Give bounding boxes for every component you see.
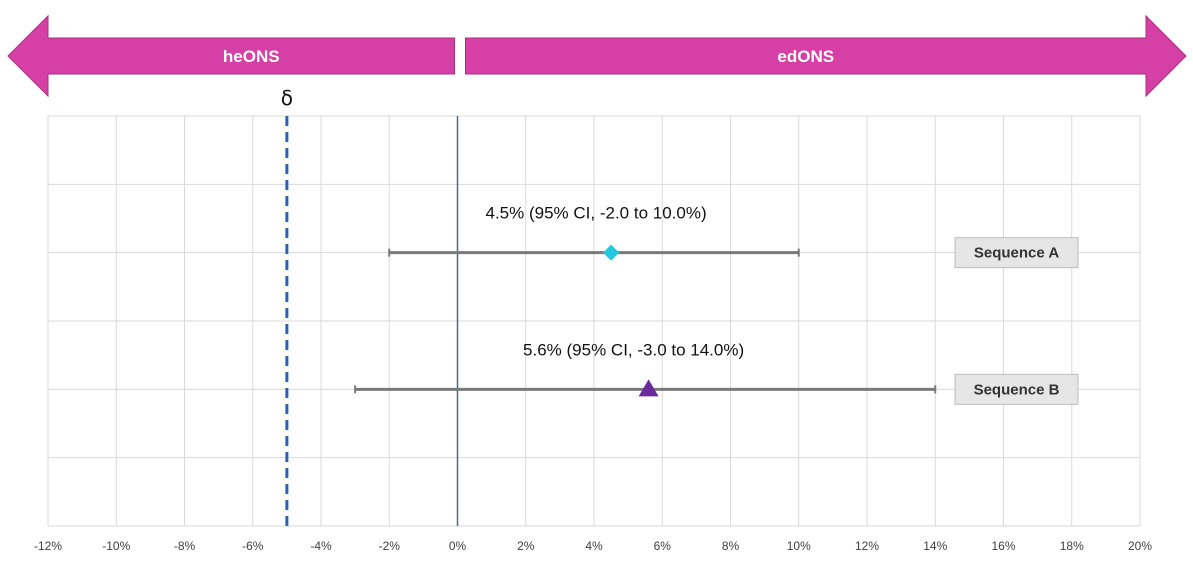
arrow-label-heons: heONS bbox=[223, 47, 280, 66]
series-label: Sequence B bbox=[974, 381, 1060, 398]
direction-arrows: heONS edONS bbox=[7, 14, 1187, 98]
x-tick-label: 10% bbox=[787, 539, 811, 553]
x-axis-ticks: -12% -10% -8% -6% -4% -2% 0% 2% 4% 6% 8% 10% 12% 14% 1… bbox=[34, 539, 1152, 553]
x-tick-label: 16% bbox=[991, 539, 1015, 553]
x-tick-label: 6% bbox=[654, 539, 672, 553]
series-label-box bbox=[954, 237, 1079, 269]
x-tick-label: 2% bbox=[517, 539, 535, 553]
point-estimate-triangle bbox=[638, 379, 659, 397]
point-estimate-diamond bbox=[603, 244, 620, 261]
x-tick-label: -12% bbox=[34, 539, 62, 553]
series-row: 4.5% (95% CI, -2.0 to 10.0%) Sequence A bbox=[388, 204, 1079, 269]
x-tick-label: 12% bbox=[855, 539, 879, 553]
right-arrow-edons bbox=[465, 14, 1187, 98]
ci-annotation: 5.6% (95% CI, -3.0 to 14.0%) bbox=[523, 340, 744, 359]
x-tick-label: 18% bbox=[1060, 539, 1084, 553]
x-tick-label: -6% bbox=[242, 539, 264, 553]
delta-symbol: δ bbox=[281, 86, 293, 110]
x-tick-label: 4% bbox=[585, 539, 603, 553]
ci-annotation: 4.5% (95% CI, -2.0 to 10.0%) bbox=[486, 204, 707, 223]
series-label: Sequence A bbox=[974, 245, 1059, 262]
x-tick-label: 0% bbox=[449, 539, 467, 553]
x-tick-label: 20% bbox=[1128, 539, 1152, 553]
x-tick-label: -2% bbox=[379, 539, 401, 553]
x-tick-label: -8% bbox=[174, 539, 196, 553]
plot-grid bbox=[47, 115, 1141, 527]
x-tick-label: 8% bbox=[722, 539, 740, 553]
x-tick-label: -4% bbox=[310, 539, 332, 553]
series-label-box bbox=[954, 373, 1079, 405]
left-arrow-heons bbox=[7, 14, 455, 98]
series-row: 5.6% (95% CI, -3.0 to 14.0%) Sequence B bbox=[354, 340, 1079, 405]
x-tick-label: -10% bbox=[102, 539, 130, 553]
x-tick-label: 14% bbox=[923, 539, 947, 553]
plot-marks: δ 4.5% (95% CI, -2.0 to 10.0%) Sequence A 5… bbox=[281, 86, 1079, 526]
arrow-label-edons: edONS bbox=[777, 47, 834, 66]
